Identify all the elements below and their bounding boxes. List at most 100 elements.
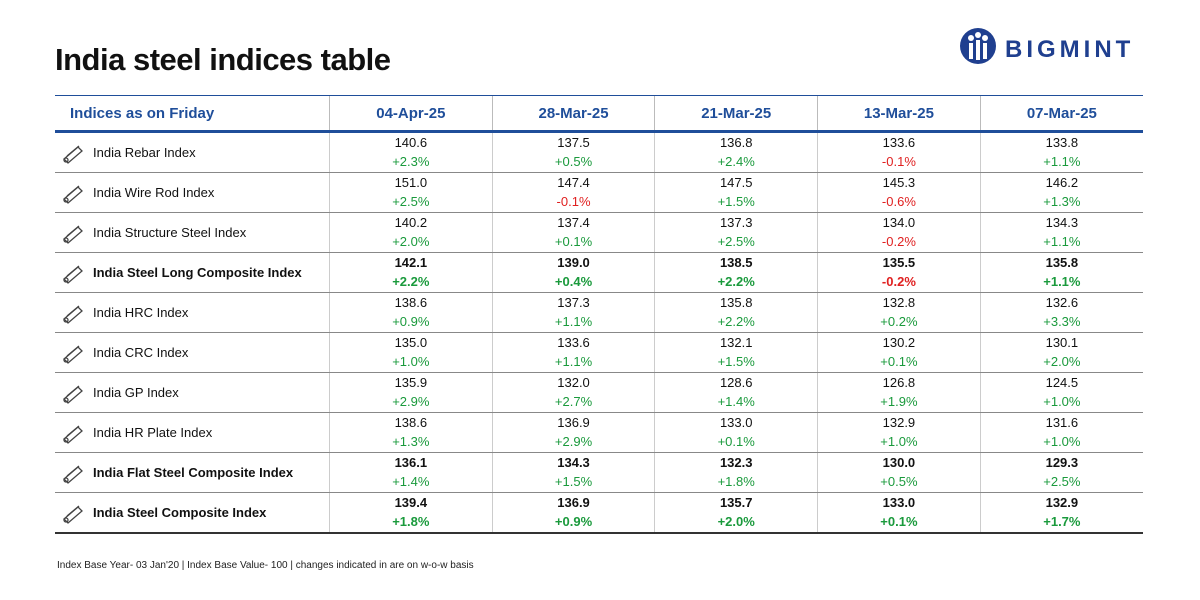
index-value: 135.0	[394, 335, 428, 350]
value-cell: 133.6 -0.1%	[817, 131, 981, 173]
row-label-cell: India Steel Composite Index	[55, 492, 330, 534]
row-label-text: India Rebar Index	[93, 145, 196, 160]
value-cell: 132.9 +1.7%	[979, 492, 1143, 534]
index-value: 137.3	[557, 295, 590, 310]
change-value: +1.5%	[717, 354, 755, 369]
logo-icon	[960, 28, 996, 64]
index-value: 133.0	[719, 415, 753, 430]
change-value: +0.5%	[880, 474, 918, 489]
table-row: India Rebar Index 140.6 +2.3% 137.5 +0.5% 136…	[55, 131, 1143, 173]
icon	[63, 425, 83, 444]
value-cell: 136.1 +1.4%	[329, 452, 493, 493]
index-value: 138.6	[394, 295, 428, 310]
value-cell: 137.5 +0.5%	[491, 131, 655, 173]
change-value: +1.8%	[392, 514, 430, 529]
index-value: 140.6	[394, 135, 428, 150]
index-value: 134.3	[1045, 215, 1079, 230]
value-cell: 147.5 +1.5%	[654, 172, 818, 213]
change-value: +1.4%	[392, 474, 430, 489]
change-value: +2.0%	[717, 514, 755, 529]
change-value: -0.2%	[881, 234, 916, 249]
index-value: 133.6	[882, 135, 916, 150]
index-value: 135.5	[882, 255, 916, 270]
change-value: +2.0%	[392, 234, 430, 249]
index-value: 151.0	[394, 175, 428, 190]
change-value: +0.2%	[880, 314, 918, 329]
value-cell: 133.0 +0.1%	[817, 492, 981, 534]
change-value: +1.3%	[1043, 194, 1081, 209]
icon	[63, 265, 83, 284]
index-value: 146.2	[1045, 175, 1079, 190]
change-value: +1.4%	[717, 394, 755, 409]
value-cell: 140.2 +2.0%	[329, 212, 493, 253]
value-cell: 140.6 +2.3%	[329, 131, 493, 173]
table-row: India Wire Rod Index 151.0 +2.5% 147.4 -0.1%…	[55, 172, 1143, 213]
value-cell: 136.9 +2.9%	[491, 412, 655, 453]
icon	[63, 385, 83, 404]
change-value: -0.6%	[881, 194, 916, 209]
change-value: +2.4%	[717, 154, 755, 169]
change-value: +0.9%	[554, 514, 593, 529]
change-value: +1.8%	[717, 474, 755, 489]
value-cell: 132.3 +1.8%	[654, 452, 818, 493]
index-value: 137.4	[557, 215, 590, 230]
value-cell: 128.6 +1.4%	[654, 372, 818, 413]
change-value: +1.1%	[1043, 234, 1081, 249]
value-cell: 130.0 +0.5%	[817, 452, 981, 493]
change-value: +0.1%	[880, 514, 918, 529]
change-value: +2.3%	[392, 154, 430, 169]
value-cell: 132.8 +0.2%	[817, 292, 981, 333]
value-cell: 132.9 +1.0%	[817, 412, 981, 453]
row-label-text: India GP Index	[93, 385, 179, 400]
value-cell: 137.3 +1.1%	[491, 292, 655, 333]
index-value: 132.8	[882, 295, 916, 310]
change-value: +2.7%	[554, 394, 593, 409]
index-value: 126.8	[882, 375, 916, 390]
index-value: 133.0	[882, 495, 916, 510]
column-header: 04-Apr-25	[329, 95, 493, 133]
value-cell: 139.0 +0.4%	[491, 252, 655, 293]
icon	[63, 225, 83, 244]
value-cell: 135.7 +2.0%	[654, 492, 818, 534]
row-label-text: India HR Plate Index	[93, 425, 213, 440]
column-header: 07-Mar-25	[979, 95, 1143, 133]
icon	[63, 345, 83, 364]
index-value: 135.9	[394, 375, 428, 390]
change-value: +3.3%	[1043, 314, 1081, 329]
index-value: 132.9	[882, 415, 916, 430]
table-row: India Steel Composite Index 139.4 +1.8% 136…	[55, 492, 1143, 534]
index-value: 147.5	[719, 175, 753, 190]
index-value: 130.1	[1045, 335, 1079, 350]
row-label-text: India Steel Composite Index	[93, 505, 267, 520]
value-cell: 126.8 +1.9%	[817, 372, 981, 413]
table-row: India CRC Index 135.0 +1.0% 133.6 +1.1% 132.1…	[55, 332, 1143, 373]
row-label: India Steel Long Composite Index	[55, 262, 329, 284]
row-label: India HRC Index	[55, 302, 329, 324]
row-label: India Wire Rod Index	[55, 182, 329, 204]
index-value: 134.3	[557, 455, 590, 470]
change-value: +2.2%	[392, 274, 430, 289]
row-label-text: India Wire Rod Index	[93, 185, 215, 200]
change-value: +1.3%	[392, 434, 430, 449]
change-value: +1.0%	[880, 434, 918, 449]
table-row: India GP Index 135.9 +2.9% 132.0 +2.7% 128.6 +…	[55, 372, 1143, 413]
column-header: 13-Mar-25	[817, 95, 981, 133]
index-value: 129.3	[1045, 455, 1079, 470]
index-value: 139.4	[394, 495, 428, 510]
change-value: +2.0%	[1043, 354, 1081, 369]
index-value: 139.0	[557, 255, 590, 270]
column-header: 28-Mar-25	[491, 95, 655, 133]
change-value: +0.1%	[880, 354, 918, 369]
index-value: 137.3	[719, 215, 753, 230]
row-label: India Rebar Index	[55, 142, 329, 164]
change-value: +1.5%	[717, 194, 755, 209]
index-value: 130.0	[882, 455, 916, 470]
change-value: +1.1%	[554, 354, 593, 369]
index-value: 140.2	[394, 215, 428, 230]
value-cell: 137.4 +0.1%	[491, 212, 655, 253]
change-value: +2.9%	[392, 394, 430, 409]
icon	[63, 505, 83, 524]
index-value: 145.3	[882, 175, 916, 190]
value-cell: 131.6 +1.0%	[979, 412, 1143, 453]
change-value: -0.1%	[881, 154, 916, 169]
